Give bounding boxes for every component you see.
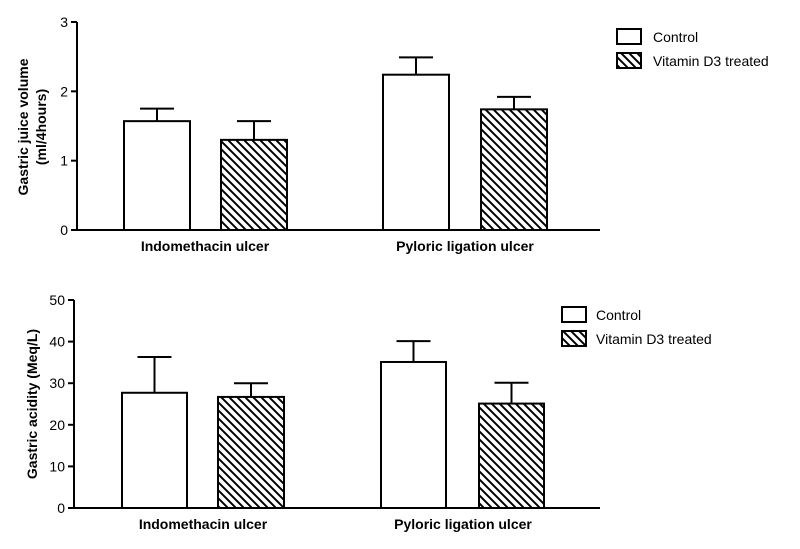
x-category-label: Indomethacin ulcer [141, 238, 270, 254]
x-category-label: Indomethacin ulcer [139, 516, 268, 532]
legend-label-vitamin-d3: Vitamin D3 treated [653, 53, 769, 69]
gastric-juice-volume-chart: Gastric juice volume (ml/4hours) 0 1 2 3 Ind… [15, 14, 769, 254]
bar-control [382, 73, 450, 232]
legend-label-control: Control [596, 307, 641, 323]
y-tick-label: 20 [49, 417, 65, 433]
legend-swatch-control [616, 28, 642, 45]
y-tick-label: 1 [60, 153, 68, 169]
bar-control [380, 360, 447, 510]
y-tick-label: 2 [60, 83, 68, 99]
bar-vitamin-d3 [220, 138, 288, 231]
legend-label-control: Control [653, 29, 698, 45]
y-tick-label: 40 [49, 334, 65, 350]
y-tick-label: 10 [49, 458, 65, 474]
bar-vitamin-d3 [478, 402, 545, 510]
y-axis-title: Gastric juice volume (ml/4hours) [15, 58, 49, 195]
legend: Control Vitamin D3 treated [561, 306, 712, 347]
bar-control [123, 120, 191, 231]
y-tick-label: 30 [49, 375, 65, 391]
chart-marks: 0 1 2 3 Indomethacin ulcer Pyloric ligation u… [60, 14, 600, 254]
legend-swatch-vitamin-d3 [616, 52, 642, 69]
legend-swatch-vitamin-d3 [561, 330, 587, 347]
legend-swatch-control [561, 306, 587, 323]
gastric-acidity-chart: Gastric acidity (Meq/L) 0 10 20 30 40 50 Indom… [24, 292, 712, 532]
y-tick-label: 0 [57, 500, 65, 516]
legend-label-vitamin-d3: Vitamin D3 treated [596, 331, 712, 347]
y-tick-label: 3 [60, 14, 68, 30]
x-category-label: Pyloric ligation ulcer [394, 516, 532, 532]
y-axis-title-line-2: (ml/4hours) [33, 89, 49, 165]
chart-marks: 0 10 20 30 40 50 Indomethacin ulcer Pyloric lig… [49, 292, 600, 532]
y-axis-title-line-1: Gastric acidity (Meq/L) [24, 329, 40, 479]
bar-control [121, 391, 188, 510]
bar-vitamin-d3 [480, 108, 548, 231]
y-axis-title: Gastric acidity (Meq/L) [24, 329, 40, 479]
legend: Control Vitamin D3 treated [616, 28, 769, 69]
bar-vitamin-d3 [217, 395, 285, 510]
y-axis-title-line-1: Gastric juice volume [15, 58, 31, 195]
x-category-label: Pyloric ligation ulcer [396, 238, 534, 254]
y-tick-label: 0 [60, 222, 68, 238]
y-tick-label: 50 [49, 292, 65, 308]
